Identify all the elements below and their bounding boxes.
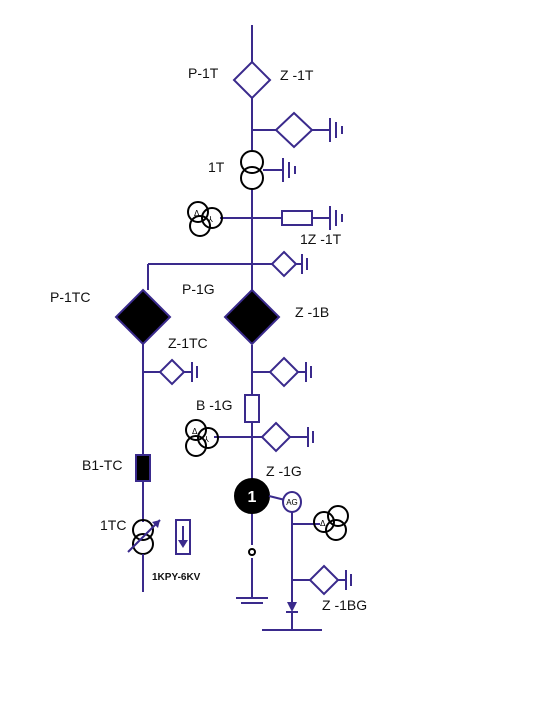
breaker-diamond-p1g — [223, 288, 281, 346]
delta-icon: Δ — [320, 519, 326, 528]
label-z1tc: Z-1TC — [168, 335, 208, 351]
label-b1tc: B1-TC — [82, 457, 122, 473]
label-b1g: B -1G — [196, 397, 233, 413]
down-arrow-icon — [175, 519, 191, 555]
wye-icon: ⅄ — [203, 435, 209, 444]
branch-z1t — [252, 111, 343, 149]
generator-number: 1 — [248, 489, 257, 506]
label-z1t: Z -1T — [280, 67, 314, 83]
neutral-switch — [236, 548, 268, 604]
breaker-diamond-p1tc — [114, 288, 172, 346]
label-p1tc: P-1TC — [50, 289, 90, 305]
pt-group-1t: Δ ⅄ — [187, 201, 252, 237]
delta-icon: Δ — [194, 209, 200, 218]
generator-1: 1 — [234, 478, 270, 514]
tie-line — [147, 250, 308, 290]
label-kpy: 1KPY-6KV — [152, 572, 201, 583]
transformer-1t — [240, 150, 296, 190]
label-p1g: P-1G — [182, 281, 215, 297]
label-1tc: 1TC — [100, 517, 126, 533]
label-ag: AG — [286, 498, 298, 507]
wye-icon: ⅄ — [207, 215, 213, 224]
label-1t: 1T — [208, 159, 225, 175]
right-feeder — [214, 356, 314, 453]
label-z1b: Z -1B — [295, 304, 329, 320]
relay-diamond-p1t — [232, 60, 272, 100]
ag-branch: AG Δ — [262, 491, 352, 631]
label-1z1t: 1Z -1T — [300, 231, 342, 247]
label-z1g: Z -1G — [266, 463, 302, 479]
left-feeder — [127, 344, 198, 592]
label-z1bg: Z -1BG — [322, 597, 367, 613]
delta-icon: Δ — [192, 427, 198, 436]
label-p1t: P-1T — [188, 65, 219, 81]
resistor-1z1t — [252, 206, 343, 230]
pt-group-1g: Δ ⅄ — [185, 419, 219, 457]
